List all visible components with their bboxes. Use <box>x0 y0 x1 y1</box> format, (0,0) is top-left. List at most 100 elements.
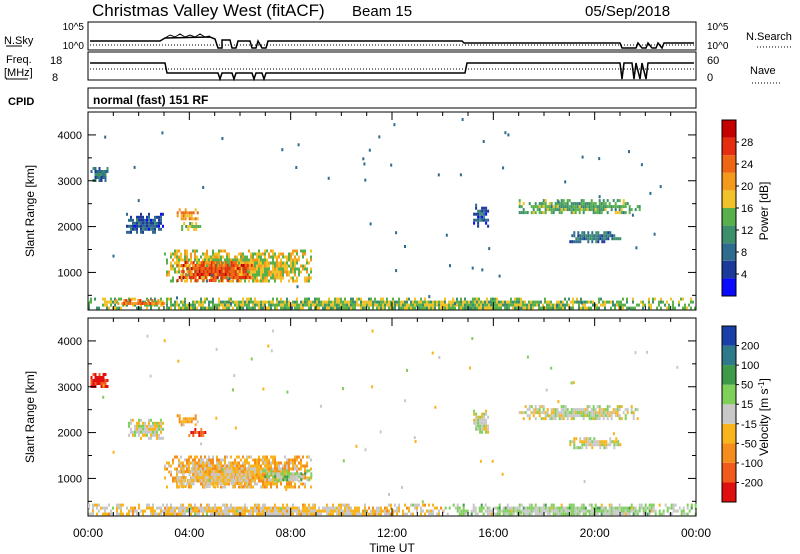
echo-cell <box>396 509 398 513</box>
echo-cell <box>538 205 541 209</box>
echo-cell <box>473 409 476 413</box>
echo-cell <box>481 412 484 416</box>
echo-cell <box>638 509 641 513</box>
echo-cell <box>578 512 581 516</box>
echo-cell <box>616 199 619 203</box>
echo-cell <box>252 264 254 268</box>
echo-cell <box>282 512 284 516</box>
echo-cell <box>266 467 268 471</box>
echo-cell <box>94 176 97 179</box>
echo-cell <box>620 509 623 513</box>
echo-cell <box>308 279 310 283</box>
echo-cell <box>204 506 206 510</box>
echo-cell <box>216 273 219 276</box>
echo-cell <box>318 303 320 307</box>
echo-cell <box>228 512 230 516</box>
echo-cell <box>192 261 195 264</box>
echo-cell <box>298 273 300 277</box>
echo-cell <box>274 503 276 507</box>
echo-cell <box>246 258 248 262</box>
echo-cell <box>172 461 174 465</box>
echo-cell <box>144 421 146 425</box>
echo-cell <box>224 306 226 310</box>
echo-cell <box>598 414 601 418</box>
echo-cell <box>344 306 346 310</box>
echo-cell <box>210 255 212 259</box>
echo-cell <box>382 303 384 307</box>
echo-cell <box>246 479 248 483</box>
echo-cell <box>142 424 144 428</box>
echo-cell <box>240 485 242 489</box>
echo-cell <box>300 306 302 310</box>
echo-cell <box>584 205 587 209</box>
echo-cell <box>254 506 256 510</box>
echo-cell <box>186 306 188 310</box>
echo-cell <box>372 300 374 304</box>
echo-cell <box>676 365 679 369</box>
echo-cell <box>137 302 140 305</box>
echo-cell <box>206 485 209 488</box>
echo-cell <box>530 303 532 307</box>
echo-cell <box>282 303 284 307</box>
echo-cell <box>244 464 246 468</box>
echo-cell <box>334 506 336 510</box>
echo-cell <box>566 414 569 418</box>
echo-cell <box>352 306 354 310</box>
echo-cell <box>574 205 577 209</box>
echo-cell <box>566 417 569 421</box>
echo-cell <box>564 205 567 209</box>
colorbar-tick-label: 12 <box>741 225 753 237</box>
echo-cell <box>310 249 312 253</box>
colorbar-tick-label: 100 <box>741 360 759 372</box>
echo-cell <box>302 306 304 310</box>
echo-cell <box>628 205 631 209</box>
echo-cell <box>624 205 627 209</box>
echo-cell <box>461 118 464 121</box>
echo-cell <box>286 509 288 513</box>
echo-cell <box>242 479 245 482</box>
echo-cell <box>475 427 478 431</box>
echo-cell <box>540 405 543 409</box>
echo-cell <box>240 512 242 516</box>
echo-cell <box>686 512 689 516</box>
echo-cell <box>254 306 256 310</box>
echo-cell <box>208 482 211 485</box>
echo-cell <box>550 417 553 421</box>
echo-cell <box>240 276 243 279</box>
echo-cell <box>260 479 262 483</box>
echo-cell <box>248 249 250 253</box>
echo-cell <box>680 509 683 513</box>
echo-cell <box>594 414 597 418</box>
echo-cell <box>276 303 278 307</box>
echo-cell <box>346 506 348 510</box>
echo-cell <box>182 273 184 277</box>
echo-cell <box>386 506 388 510</box>
echo-cell <box>256 252 258 256</box>
echo-cell <box>580 408 583 412</box>
echo-cell <box>550 411 553 415</box>
echo-cell <box>576 202 579 206</box>
echo-cell <box>548 512 551 516</box>
echo-cell <box>580 503 583 507</box>
echo-cell <box>180 255 182 259</box>
echo-cell <box>116 306 118 310</box>
echo-cell <box>534 211 537 215</box>
echo-cell <box>234 464 236 468</box>
echo-cell <box>587 440 590 444</box>
echo-cell <box>542 408 545 412</box>
echo-cell <box>348 512 350 516</box>
echo-cell <box>144 509 146 513</box>
echo-cell <box>332 509 334 513</box>
echo-cell <box>166 485 168 489</box>
echo-cell <box>444 297 446 301</box>
echo-cell <box>212 255 214 259</box>
echo-cell <box>104 170 107 173</box>
echo-cell <box>487 430 490 434</box>
echo-cell <box>642 303 644 307</box>
echo-cell <box>438 306 440 310</box>
echo-cell <box>574 408 577 412</box>
echo-cell <box>244 470 246 474</box>
echo-cell <box>458 509 461 513</box>
echo-cell <box>542 503 545 507</box>
echo-cell <box>246 273 249 276</box>
